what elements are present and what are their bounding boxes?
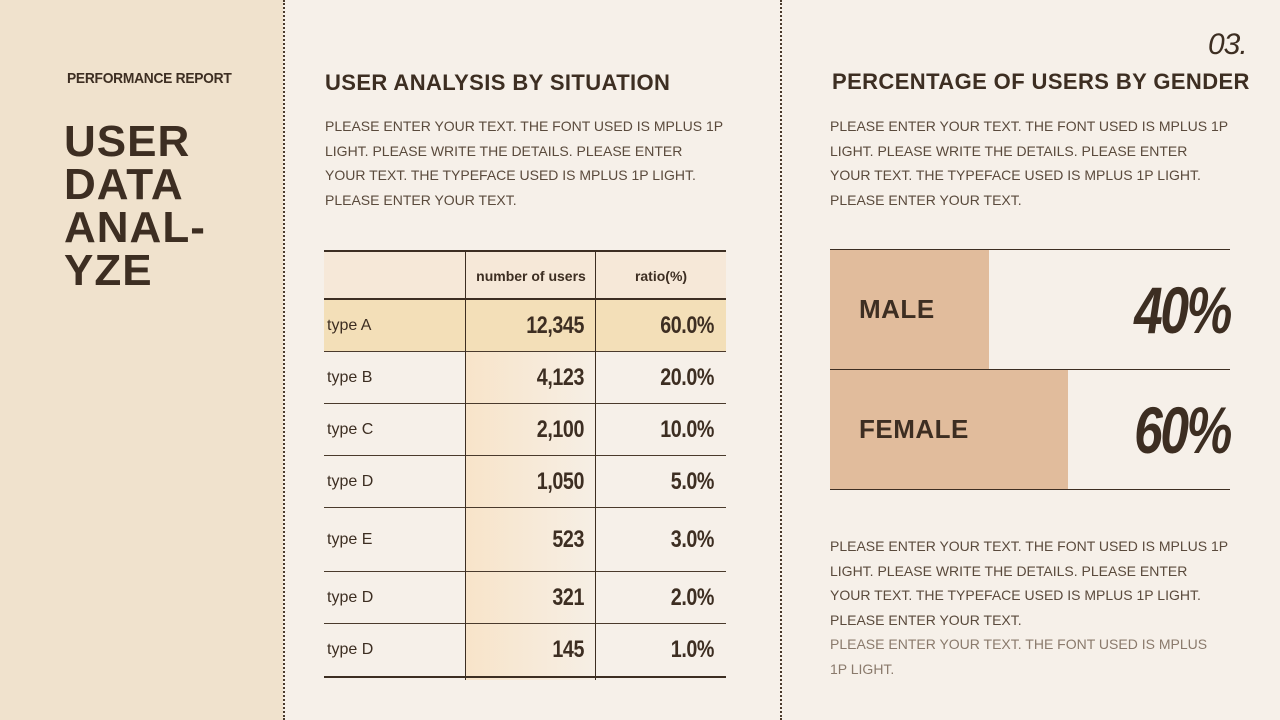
title-line: USER: [64, 117, 191, 166]
column-divider: [595, 250, 596, 680]
cell-ratio: 60.0%: [660, 311, 714, 339]
column-divider: [465, 250, 466, 680]
table-row: type D 321 2.0%: [324, 572, 726, 624]
cell-type: type D: [327, 588, 374, 606]
cell-type: type B: [327, 368, 373, 386]
cell-users: 145: [552, 636, 584, 663]
table-row: type B 4,123 20.0%: [324, 352, 726, 404]
title-line: DATA: [64, 160, 184, 209]
text-line: LIGHT. PLEASE WRITE THE DETAILS. PLEASE …: [325, 142, 683, 159]
title-line: YZE: [64, 246, 153, 295]
text-line-faint: PLEASE ENTER YOUR TEXT. THE FONT USED IS…: [830, 636, 1208, 652]
gender-label: FEMALE: [859, 414, 969, 444]
cell-users: 12,345: [526, 311, 584, 339]
cell-type: type D: [327, 472, 374, 490]
gender-percent: 60%: [1133, 392, 1232, 467]
gender-label: MALE: [859, 294, 935, 324]
header-empty: [324, 252, 466, 300]
title-line: ANAL-: [64, 203, 206, 252]
cell-type: type C: [327, 420, 374, 438]
cell-users: 2,100: [536, 415, 585, 443]
text-line: YOUR TEXT. THE TYPEFACE USED IS MPLUS 1P…: [830, 587, 1201, 603]
cell-ratio: 1.0%: [670, 636, 715, 663]
text-line: LIGHT. PLEASE WRITE THE DETAILS. PLEASE …: [830, 562, 1188, 579]
table-header: number of users ratio(%): [324, 250, 726, 300]
cell-users: 523: [552, 525, 584, 553]
header-ratio: ratio(%): [634, 267, 688, 284]
cell-type: type E: [327, 530, 373, 548]
situation-heading: USER ANALYSIS BY SITUATION: [325, 70, 671, 95]
report-label: PERFORMANCE REPORT: [67, 70, 232, 87]
text-line: PLEASE ENTER YOUR TEXT. THE FONT USED IS…: [830, 538, 1229, 554]
cell-ratio: 20.0%: [660, 363, 714, 391]
text-line: PLEASE ENTER YOUR TEXT.: [830, 191, 1022, 208]
cell-ratio: 10.0%: [660, 415, 714, 443]
gender-chart-bottom-rule: [830, 489, 1230, 490]
page-title: USER DATA ANAL- YZE: [64, 117, 264, 295]
users-column-highlight: [466, 302, 596, 680]
table-row: type A 12,345 60.0%: [324, 300, 726, 352]
cell-ratio: 3.0%: [670, 525, 715, 553]
page-number: 03.: [1208, 28, 1248, 61]
table-row: type D 1,050 5.0%: [324, 456, 726, 508]
cell-users: 321: [552, 583, 584, 611]
text-line: PLEASE ENTER YOUR TEXT. THE FONT USED IS…: [325, 118, 724, 134]
table-row: type D 145 1.0%: [324, 624, 726, 678]
situation-description: PLEASE ENTER YOUR TEXT. THE FONT USED IS…: [325, 114, 723, 212]
text-line: PLEASE ENTER YOUR TEXT.: [830, 611, 1022, 628]
table-row: type C 2,100 10.0%: [324, 404, 726, 456]
text-line: LIGHT. PLEASE WRITE THE DETAILS. PLEASE …: [830, 142, 1188, 159]
gender-bar: [830, 370, 1068, 489]
sidebar-panel: [0, 0, 283, 720]
gender-description: PLEASE ENTER YOUR TEXT. THE FONT USED IS…: [830, 114, 1228, 212]
gender-percent: 40%: [1133, 272, 1232, 347]
cell-ratio: 5.0%: [670, 467, 715, 495]
text-line: PLEASE ENTER YOUR TEXT. THE FONT USED IS…: [830, 118, 1229, 134]
gender-chart: MALE 40% FEMALE 60%: [830, 249, 1232, 490]
gender-heading: PERCENTAGE OF USERS BY GENDER: [832, 69, 1250, 94]
dotted-divider-left: [283, 0, 285, 720]
cell-type: type A: [327, 316, 372, 334]
gender-row-female: FEMALE 60%: [830, 369, 1232, 489]
text-line-faint: 1P LIGHT.: [830, 660, 895, 677]
header-number-of-users: number of users: [476, 267, 586, 284]
table-row: type E 523 3.0%: [324, 508, 726, 572]
text-line: YOUR TEXT. THE TYPEFACE USED IS MPLUS 1P…: [830, 167, 1201, 183]
cell-ratio: 2.0%: [670, 583, 715, 611]
text-line: YOUR TEXT. THE TYPEFACE USED IS MPLUS 1P…: [325, 167, 696, 183]
gender-footer-text: PLEASE ENTER YOUR TEXT. THE FONT USED IS…: [830, 534, 1228, 681]
cell-users: 1,050: [536, 467, 585, 495]
gender-bar: [830, 250, 989, 369]
cell-users: 4,123: [536, 363, 585, 391]
text-line: PLEASE ENTER YOUR TEXT.: [325, 191, 517, 208]
cell-type: type D: [327, 641, 374, 658]
gender-row-male: MALE 40%: [830, 249, 1232, 369]
dotted-divider-right: [780, 0, 782, 720]
